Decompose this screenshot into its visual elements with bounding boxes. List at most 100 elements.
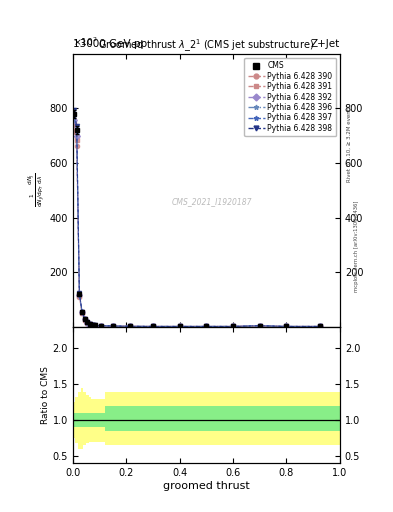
- Pythia 6.428 397: [284, 324, 289, 330]
- Pythia 6.428 391: [77, 293, 82, 299]
- Pythia 6.428 392: [284, 324, 289, 330]
- Pythia 6.428 391: [85, 319, 90, 326]
- Pythia 6.428 392: [77, 292, 82, 298]
- Pythia 6.428 392: [85, 319, 90, 326]
- Pythia 6.428 391: [151, 324, 155, 330]
- Pythia 6.428 398: [110, 323, 115, 329]
- Pythia 6.428 396: [90, 322, 95, 328]
- Pythia 6.428 392: [318, 324, 322, 330]
- Pythia 6.428 391: [257, 323, 262, 329]
- Y-axis label: $\frac{1}{\mathrm{d}N_J/\mathrm{d}p_T}\frac{\mathrm{d}N_J}{\mathrm{d}\lambda}$: $\frac{1}{\mathrm{d}N_J/\mathrm{d}p_T}\f…: [26, 173, 46, 207]
- Pythia 6.428 396: [128, 323, 132, 329]
- Pythia 6.428 390: [80, 310, 84, 316]
- Pythia 6.428 390: [257, 323, 262, 329]
- Pythia 6.428 390: [318, 324, 322, 330]
- Pythia 6.428 398: [83, 316, 87, 322]
- Line: Pythia 6.428 398: Pythia 6.428 398: [72, 108, 322, 329]
- Pythia 6.428 398: [80, 308, 84, 314]
- Pythia 6.428 398: [98, 323, 103, 329]
- Pythia 6.428 397: [88, 321, 92, 327]
- Pythia 6.428 390: [90, 322, 95, 328]
- Pythia 6.428 398: [90, 322, 95, 328]
- Pythia 6.428 390: [128, 323, 132, 329]
- Pythia 6.428 392: [257, 323, 262, 329]
- Pythia 6.428 397: [93, 323, 98, 329]
- Pythia 6.428 391: [284, 324, 289, 330]
- Pythia 6.428 398: [93, 323, 98, 329]
- Text: mcplots.cern.ch [arXiv:1306.3436]: mcplots.cern.ch [arXiv:1306.3436]: [354, 200, 359, 291]
- Pythia 6.428 396: [74, 129, 79, 135]
- Pythia 6.428 390: [88, 321, 92, 327]
- Pythia 6.428 396: [80, 309, 84, 315]
- Pythia 6.428 392: [88, 321, 92, 327]
- Pythia 6.428 391: [83, 316, 87, 323]
- Pythia 6.428 390: [284, 324, 289, 330]
- Pythia 6.428 396: [177, 324, 182, 330]
- Text: Z+Jet: Z+Jet: [311, 38, 340, 49]
- Pythia 6.428 398: [88, 321, 92, 327]
- Pythia 6.428 397: [90, 322, 95, 328]
- Pythia 6.428 392: [98, 323, 103, 329]
- Pythia 6.428 391: [72, 121, 76, 127]
- Pythia 6.428 396: [93, 323, 98, 329]
- Pythia 6.428 396: [151, 324, 155, 330]
- Pythia 6.428 396: [88, 321, 92, 327]
- Line: Pythia 6.428 390: Pythia 6.428 390: [72, 129, 322, 329]
- Pythia 6.428 398: [318, 324, 322, 330]
- Pythia 6.428 397: [110, 323, 115, 329]
- Pythia 6.428 398: [85, 319, 90, 326]
- Pythia 6.428 392: [177, 324, 182, 330]
- Pythia 6.428 396: [85, 319, 90, 326]
- Pythia 6.428 392: [204, 324, 209, 330]
- Line: Pythia 6.428 391: Pythia 6.428 391: [72, 122, 322, 329]
- Text: Rivet 3.1.10, ≥ 3.2M events: Rivet 3.1.10, ≥ 3.2M events: [347, 105, 352, 182]
- Pythia 6.428 391: [90, 322, 95, 328]
- Text: $\times$10$^2$: $\times$10$^2$: [73, 36, 97, 48]
- X-axis label: groomed thrust: groomed thrust: [163, 481, 250, 491]
- Pythia 6.428 397: [77, 291, 82, 297]
- Pythia 6.428 392: [231, 324, 235, 330]
- Pythia 6.428 392: [151, 324, 155, 330]
- Pythia 6.428 390: [85, 319, 90, 326]
- Text: 13000 GeV pp: 13000 GeV pp: [73, 38, 147, 49]
- Pythia 6.428 397: [83, 316, 87, 322]
- Pythia 6.428 390: [231, 324, 235, 330]
- Pythia 6.428 396: [318, 324, 322, 330]
- Pythia 6.428 392: [83, 316, 87, 323]
- Pythia 6.428 396: [110, 323, 115, 329]
- Pythia 6.428 397: [128, 323, 132, 329]
- Pythia 6.428 390: [83, 317, 87, 323]
- Pythia 6.428 392: [128, 323, 132, 329]
- Pythia 6.428 396: [98, 323, 103, 329]
- Pythia 6.428 392: [72, 117, 76, 123]
- Pythia 6.428 391: [80, 309, 84, 315]
- Pythia 6.428 397: [204, 324, 209, 330]
- Pythia 6.428 398: [72, 106, 76, 113]
- Pythia 6.428 398: [177, 324, 182, 330]
- Pythia 6.428 397: [177, 324, 182, 330]
- Pythia 6.428 396: [284, 324, 289, 330]
- Pythia 6.428 398: [204, 324, 209, 330]
- Pythia 6.428 391: [98, 323, 103, 329]
- Line: Pythia 6.428 392: Pythia 6.428 392: [72, 118, 322, 329]
- Pythia 6.428 392: [110, 323, 115, 329]
- Pythia 6.428 391: [110, 323, 115, 329]
- Pythia 6.428 397: [231, 324, 235, 330]
- Pythia 6.428 392: [93, 323, 98, 329]
- Pythia 6.428 392: [80, 309, 84, 315]
- Pythia 6.428 398: [231, 324, 235, 330]
- Text: CMS_2021_I1920187: CMS_2021_I1920187: [171, 197, 252, 206]
- Pythia 6.428 398: [257, 323, 262, 329]
- Pythia 6.428 391: [74, 137, 79, 143]
- Pythia 6.428 391: [204, 324, 209, 330]
- Pythia 6.428 397: [257, 323, 262, 329]
- Pythia 6.428 398: [151, 324, 155, 330]
- Pythia 6.428 390: [93, 323, 98, 329]
- Pythia 6.428 396: [83, 316, 87, 323]
- Line: Pythia 6.428 397: Pythia 6.428 397: [72, 112, 322, 329]
- Pythia 6.428 391: [128, 323, 132, 329]
- Y-axis label: Ratio to CMS: Ratio to CMS: [41, 366, 50, 424]
- Line: Pythia 6.428 396: Pythia 6.428 396: [72, 114, 322, 329]
- Pythia 6.428 391: [88, 321, 92, 327]
- Pythia 6.428 390: [151, 324, 155, 330]
